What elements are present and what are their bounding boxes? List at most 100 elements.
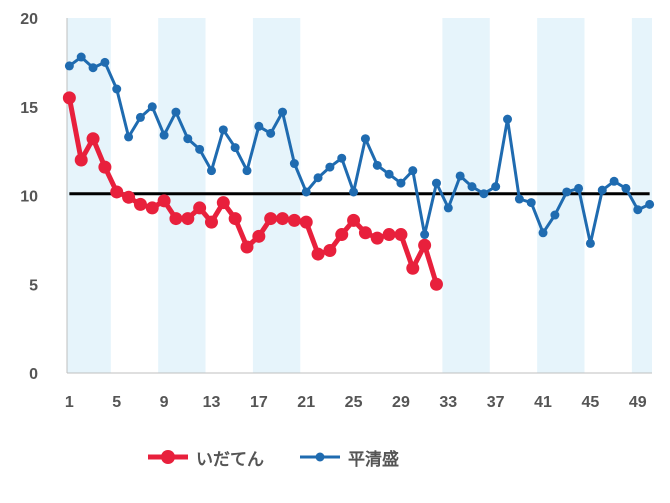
x-tick-label: 37 — [487, 394, 505, 411]
data-point — [159, 130, 169, 140]
data-point — [299, 215, 313, 229]
data-point — [181, 212, 195, 226]
x-tick-label: 5 — [112, 394, 121, 411]
data-point — [370, 231, 384, 245]
data-point — [609, 176, 619, 186]
data-point — [406, 261, 420, 275]
series-layer — [62, 52, 655, 291]
y-tick-label: 10 — [20, 189, 38, 206]
data-point — [86, 132, 100, 146]
data-point — [240, 240, 254, 254]
data-point — [264, 212, 278, 226]
y-tick-label: 20 — [20, 11, 38, 28]
data-point — [621, 183, 631, 193]
data-point — [135, 112, 145, 122]
data-point — [171, 107, 181, 117]
data-point — [420, 230, 430, 240]
data-point — [218, 125, 228, 135]
legend: いだてん 平清盛 — [0, 440, 670, 474]
data-point — [276, 212, 290, 226]
shaded-band — [67, 18, 111, 373]
data-point — [585, 238, 595, 248]
data-point — [562, 187, 572, 197]
data-point — [112, 84, 122, 94]
data-point — [358, 226, 372, 240]
x-tick-label: 13 — [203, 394, 221, 411]
data-point — [479, 189, 489, 199]
data-point — [335, 228, 349, 242]
data-point — [266, 128, 276, 138]
shaded-bands — [67, 18, 652, 373]
data-point — [157, 194, 171, 208]
data-point — [503, 114, 513, 124]
legend-dot-idaten — [161, 450, 175, 464]
shaded-band — [537, 18, 585, 373]
x-axis: 1 5 9 13 17 21 25 29 33 37 41 45 49 — [65, 372, 652, 411]
shaded-band — [631, 18, 652, 373]
data-point — [418, 238, 432, 252]
data-point — [597, 185, 607, 195]
x-tick-label: 17 — [250, 394, 268, 411]
series-tairano-kiyomori — [64, 52, 655, 248]
legend-item-tairano-kiyomori: 平清盛 — [300, 440, 399, 474]
data-point — [347, 213, 361, 227]
data-point — [228, 212, 242, 226]
x-tick-label: 29 — [392, 394, 410, 411]
legend-label-idaten: いだてん — [196, 449, 264, 470]
data-point — [124, 132, 134, 142]
data-point — [349, 187, 359, 197]
data-point — [289, 159, 299, 169]
data-point — [100, 57, 110, 67]
legend-swatch-idaten — [148, 447, 188, 467]
data-point — [193, 201, 207, 215]
data-point — [550, 210, 560, 220]
data-point — [195, 144, 205, 154]
data-point — [514, 194, 524, 204]
data-point — [325, 162, 335, 172]
data-point — [491, 182, 501, 192]
data-point — [145, 201, 159, 215]
data-point — [538, 228, 548, 238]
data-point — [169, 212, 183, 226]
data-point — [574, 183, 584, 193]
y-tick-label: 0 — [29, 366, 38, 383]
data-point — [633, 205, 643, 215]
data-point — [230, 143, 240, 153]
data-point — [74, 153, 88, 167]
data-point — [204, 215, 218, 229]
x-tick-label: 45 — [582, 394, 600, 411]
x-tick-label: 49 — [629, 394, 647, 411]
data-point — [252, 229, 266, 243]
data-point — [396, 178, 406, 188]
data-point — [242, 166, 252, 176]
data-point — [313, 173, 323, 183]
data-point — [429, 277, 443, 291]
data-point — [382, 228, 396, 242]
legend-label-tairano-kiyomori: 平清盛 — [348, 449, 399, 470]
data-point — [372, 160, 382, 170]
data-point — [88, 63, 98, 73]
legend-item-idaten: いだてん — [148, 440, 264, 474]
x-tick-label: 33 — [439, 394, 457, 411]
x-tick-label: 25 — [345, 394, 363, 411]
data-point — [206, 166, 216, 176]
data-point — [443, 203, 453, 213]
legend-dot-tairano-kiyomori — [315, 452, 325, 462]
data-point — [526, 198, 536, 208]
data-point — [216, 196, 230, 210]
data-point — [360, 134, 370, 144]
data-point — [98, 160, 112, 174]
data-point — [62, 91, 76, 105]
x-tick-label: 9 — [160, 394, 169, 411]
data-point — [287, 213, 301, 227]
x-tick-label: 41 — [534, 394, 552, 411]
data-point — [278, 107, 288, 117]
data-point — [254, 121, 264, 131]
y-axis: 0 5 10 15 20 — [20, 11, 68, 383]
data-point — [110, 185, 124, 199]
data-point — [147, 102, 157, 112]
data-point — [122, 190, 136, 204]
data-point — [64, 61, 74, 71]
data-point — [76, 52, 86, 62]
